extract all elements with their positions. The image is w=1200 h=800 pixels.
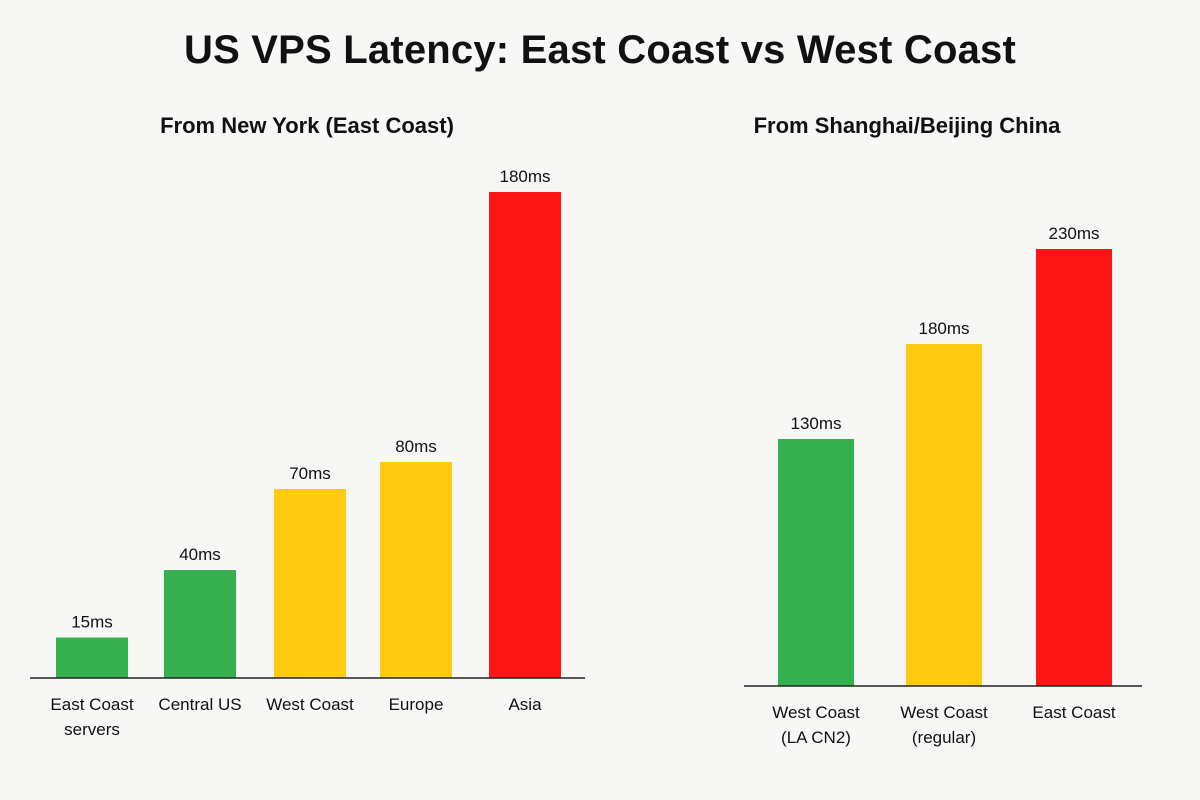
chart-title: From New York (East Coast) bbox=[160, 113, 454, 138]
category-label: West Coast bbox=[900, 703, 988, 722]
bar bbox=[164, 570, 236, 678]
category-label: (regular) bbox=[912, 728, 976, 747]
chart-new-york: From New York (East Coast) 15ms East Coast… bbox=[30, 113, 585, 739]
data-label: 180ms bbox=[499, 167, 550, 186]
bar bbox=[380, 462, 452, 678]
category-label: (LA CN2) bbox=[781, 728, 851, 747]
bar bbox=[906, 344, 982, 686]
category-label: Europe bbox=[389, 695, 444, 714]
data-label: 230ms bbox=[1048, 224, 1099, 243]
bar bbox=[56, 637, 128, 678]
data-label: 70ms bbox=[289, 464, 331, 483]
data-label: 180ms bbox=[918, 319, 969, 338]
category-label: West Coast bbox=[266, 695, 354, 714]
data-label: 15ms bbox=[71, 613, 113, 632]
page-title: US VPS Latency: East Coast vs West Coast bbox=[184, 28, 1016, 72]
chart-title: From Shanghai/Beijing China bbox=[754, 113, 1062, 138]
bar bbox=[274, 489, 346, 678]
category-label: East Coast bbox=[50, 695, 133, 714]
data-label: 80ms bbox=[395, 437, 437, 456]
chart-china: From Shanghai/Beijing China 130ms West Coa… bbox=[744, 113, 1142, 747]
category-label: West Coast bbox=[772, 703, 860, 722]
bar bbox=[489, 192, 561, 678]
category-label: servers bbox=[64, 720, 120, 739]
bar bbox=[1036, 249, 1112, 686]
category-label: East Coast bbox=[1032, 703, 1115, 722]
bar bbox=[778, 439, 854, 686]
data-label: 40ms bbox=[179, 545, 221, 564]
category-label: Central US bbox=[158, 695, 241, 714]
data-label: 130ms bbox=[790, 414, 841, 433]
category-label: Asia bbox=[508, 695, 542, 714]
